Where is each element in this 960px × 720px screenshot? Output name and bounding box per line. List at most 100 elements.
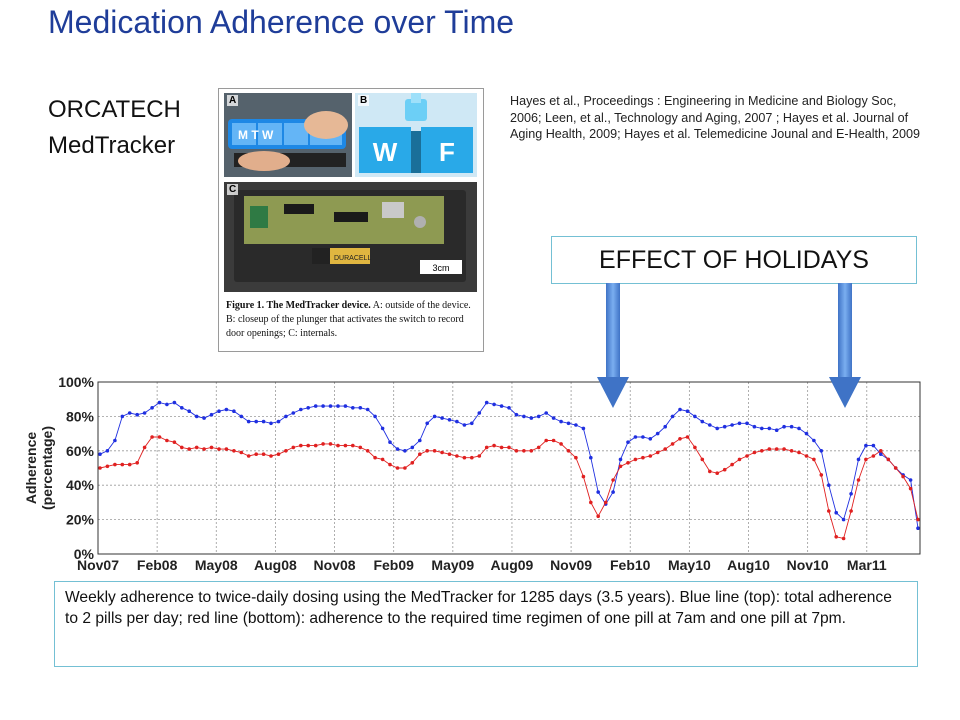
red-series-point <box>730 462 734 467</box>
blue-series-point <box>685 409 690 413</box>
red-series-point <box>804 454 809 458</box>
red-series-point <box>98 466 102 470</box>
red-series-point <box>596 514 600 518</box>
red-series-point <box>432 449 437 453</box>
blue-series-point <box>522 414 526 419</box>
red-series-point <box>135 461 139 465</box>
red-series-point <box>291 445 296 450</box>
x-tick-label: May10 <box>668 557 711 573</box>
x-tick-label: Aug10 <box>727 557 770 573</box>
red-series-point <box>782 447 786 451</box>
x-tick-label: May08 <box>195 557 238 573</box>
blue-series-point <box>336 404 340 408</box>
blue-series-point <box>856 457 861 462</box>
red-series-point <box>172 440 177 444</box>
red-series-point <box>670 442 675 446</box>
red-series-point <box>841 536 846 541</box>
red-series-point <box>113 462 117 467</box>
blue-series-point <box>172 400 177 405</box>
red-series-point <box>403 466 407 470</box>
red-series-point <box>261 452 266 456</box>
red-series-point <box>187 447 191 451</box>
blue-series-point <box>299 407 303 412</box>
red-series-point <box>715 471 719 475</box>
y-tick-label: 100% <box>58 374 94 390</box>
red-series-point <box>418 452 422 456</box>
x-tick-label: Aug08 <box>254 557 297 573</box>
red-series-point <box>254 452 258 456</box>
blue-series-point <box>395 447 400 451</box>
red-series-point <box>581 474 586 479</box>
blue-series-point <box>232 409 236 413</box>
red-series-point <box>529 449 534 453</box>
figure-caption-heading: Figure 1. The MedTracker device. <box>226 300 371 311</box>
blue-series-point <box>180 406 184 410</box>
blue-series-point <box>380 426 385 431</box>
blue-series-point <box>618 457 623 462</box>
holidays-callout: EFFECT OF HOLIDAYS <box>551 236 917 284</box>
pillbox-letter-f: F <box>439 137 455 167</box>
blue-series-point <box>142 411 147 415</box>
red-series-point <box>484 445 489 450</box>
red-series-point <box>180 445 184 450</box>
red-series-point <box>648 454 653 458</box>
y-tick-label: 20% <box>66 512 95 528</box>
blue-series-point <box>879 452 883 456</box>
blue-series-point <box>529 416 534 420</box>
red-series-point <box>336 443 340 448</box>
red-series-point <box>626 461 630 465</box>
figure-caption: Figure 1. The MedTracker device. A: outs… <box>226 299 476 341</box>
red-series-point <box>916 517 920 522</box>
red-series-point <box>551 438 556 443</box>
red-series-point <box>209 445 214 450</box>
blue-series-point <box>484 400 489 405</box>
red-series-point <box>641 455 645 460</box>
red-series-point <box>886 457 891 462</box>
red-series-point <box>373 455 377 460</box>
pillbox-letter-w: W <box>373 137 398 167</box>
circuit-board-illustration: DURACELL 3cm <box>224 182 477 292</box>
blue-series-point <box>202 416 206 420</box>
blue-series-point <box>127 411 132 415</box>
blue-series-point <box>418 438 422 443</box>
red-series-point <box>603 500 608 505</box>
blue-series-point <box>306 406 311 410</box>
blue-series-point <box>105 449 110 453</box>
subtitle-line-orcatech: ORCATECH <box>48 96 181 123</box>
red-series-point <box>462 455 467 460</box>
blue-series-point <box>745 421 749 426</box>
pillbox-illustration: M T W <box>224 93 352 177</box>
blue-series-point <box>544 411 548 415</box>
pillbox-day-letters: M T W <box>238 128 274 142</box>
figure-label-b: B <box>358 95 370 106</box>
x-ticks: Nov07 Feb08 May08 Aug08 Nov08 Feb09 May09 Aug09… <box>77 557 887 573</box>
red-series-point <box>566 449 571 453</box>
blue-series-point <box>789 424 794 429</box>
blue-series-point <box>291 411 296 415</box>
red-series-point <box>224 447 229 451</box>
blue-series-point <box>217 409 221 413</box>
blue-series-point <box>648 437 653 441</box>
figure-label-c: C <box>227 184 239 195</box>
red-series-point <box>269 454 273 458</box>
blue-series-point <box>276 419 281 424</box>
blue-series-point <box>596 490 600 494</box>
red-series-point <box>105 464 110 469</box>
red-series-point <box>908 486 913 491</box>
plot-frame <box>97 381 921 555</box>
red-series-point <box>611 478 615 482</box>
blue-series-point <box>566 421 571 426</box>
red-series-point <box>559 442 563 446</box>
blue-series-point <box>224 407 229 412</box>
blue-series-point <box>655 431 660 436</box>
blue-series-point <box>774 428 779 432</box>
blue-series-point <box>849 492 853 496</box>
blue-series-point <box>388 440 392 444</box>
red-series-point <box>351 443 355 448</box>
blue-series-point <box>120 414 125 419</box>
red-series-point <box>388 462 392 467</box>
blue-series-point <box>343 404 348 408</box>
red-series-point <box>142 445 147 450</box>
blue-series-point <box>641 435 645 439</box>
blue-series-point <box>403 449 407 453</box>
